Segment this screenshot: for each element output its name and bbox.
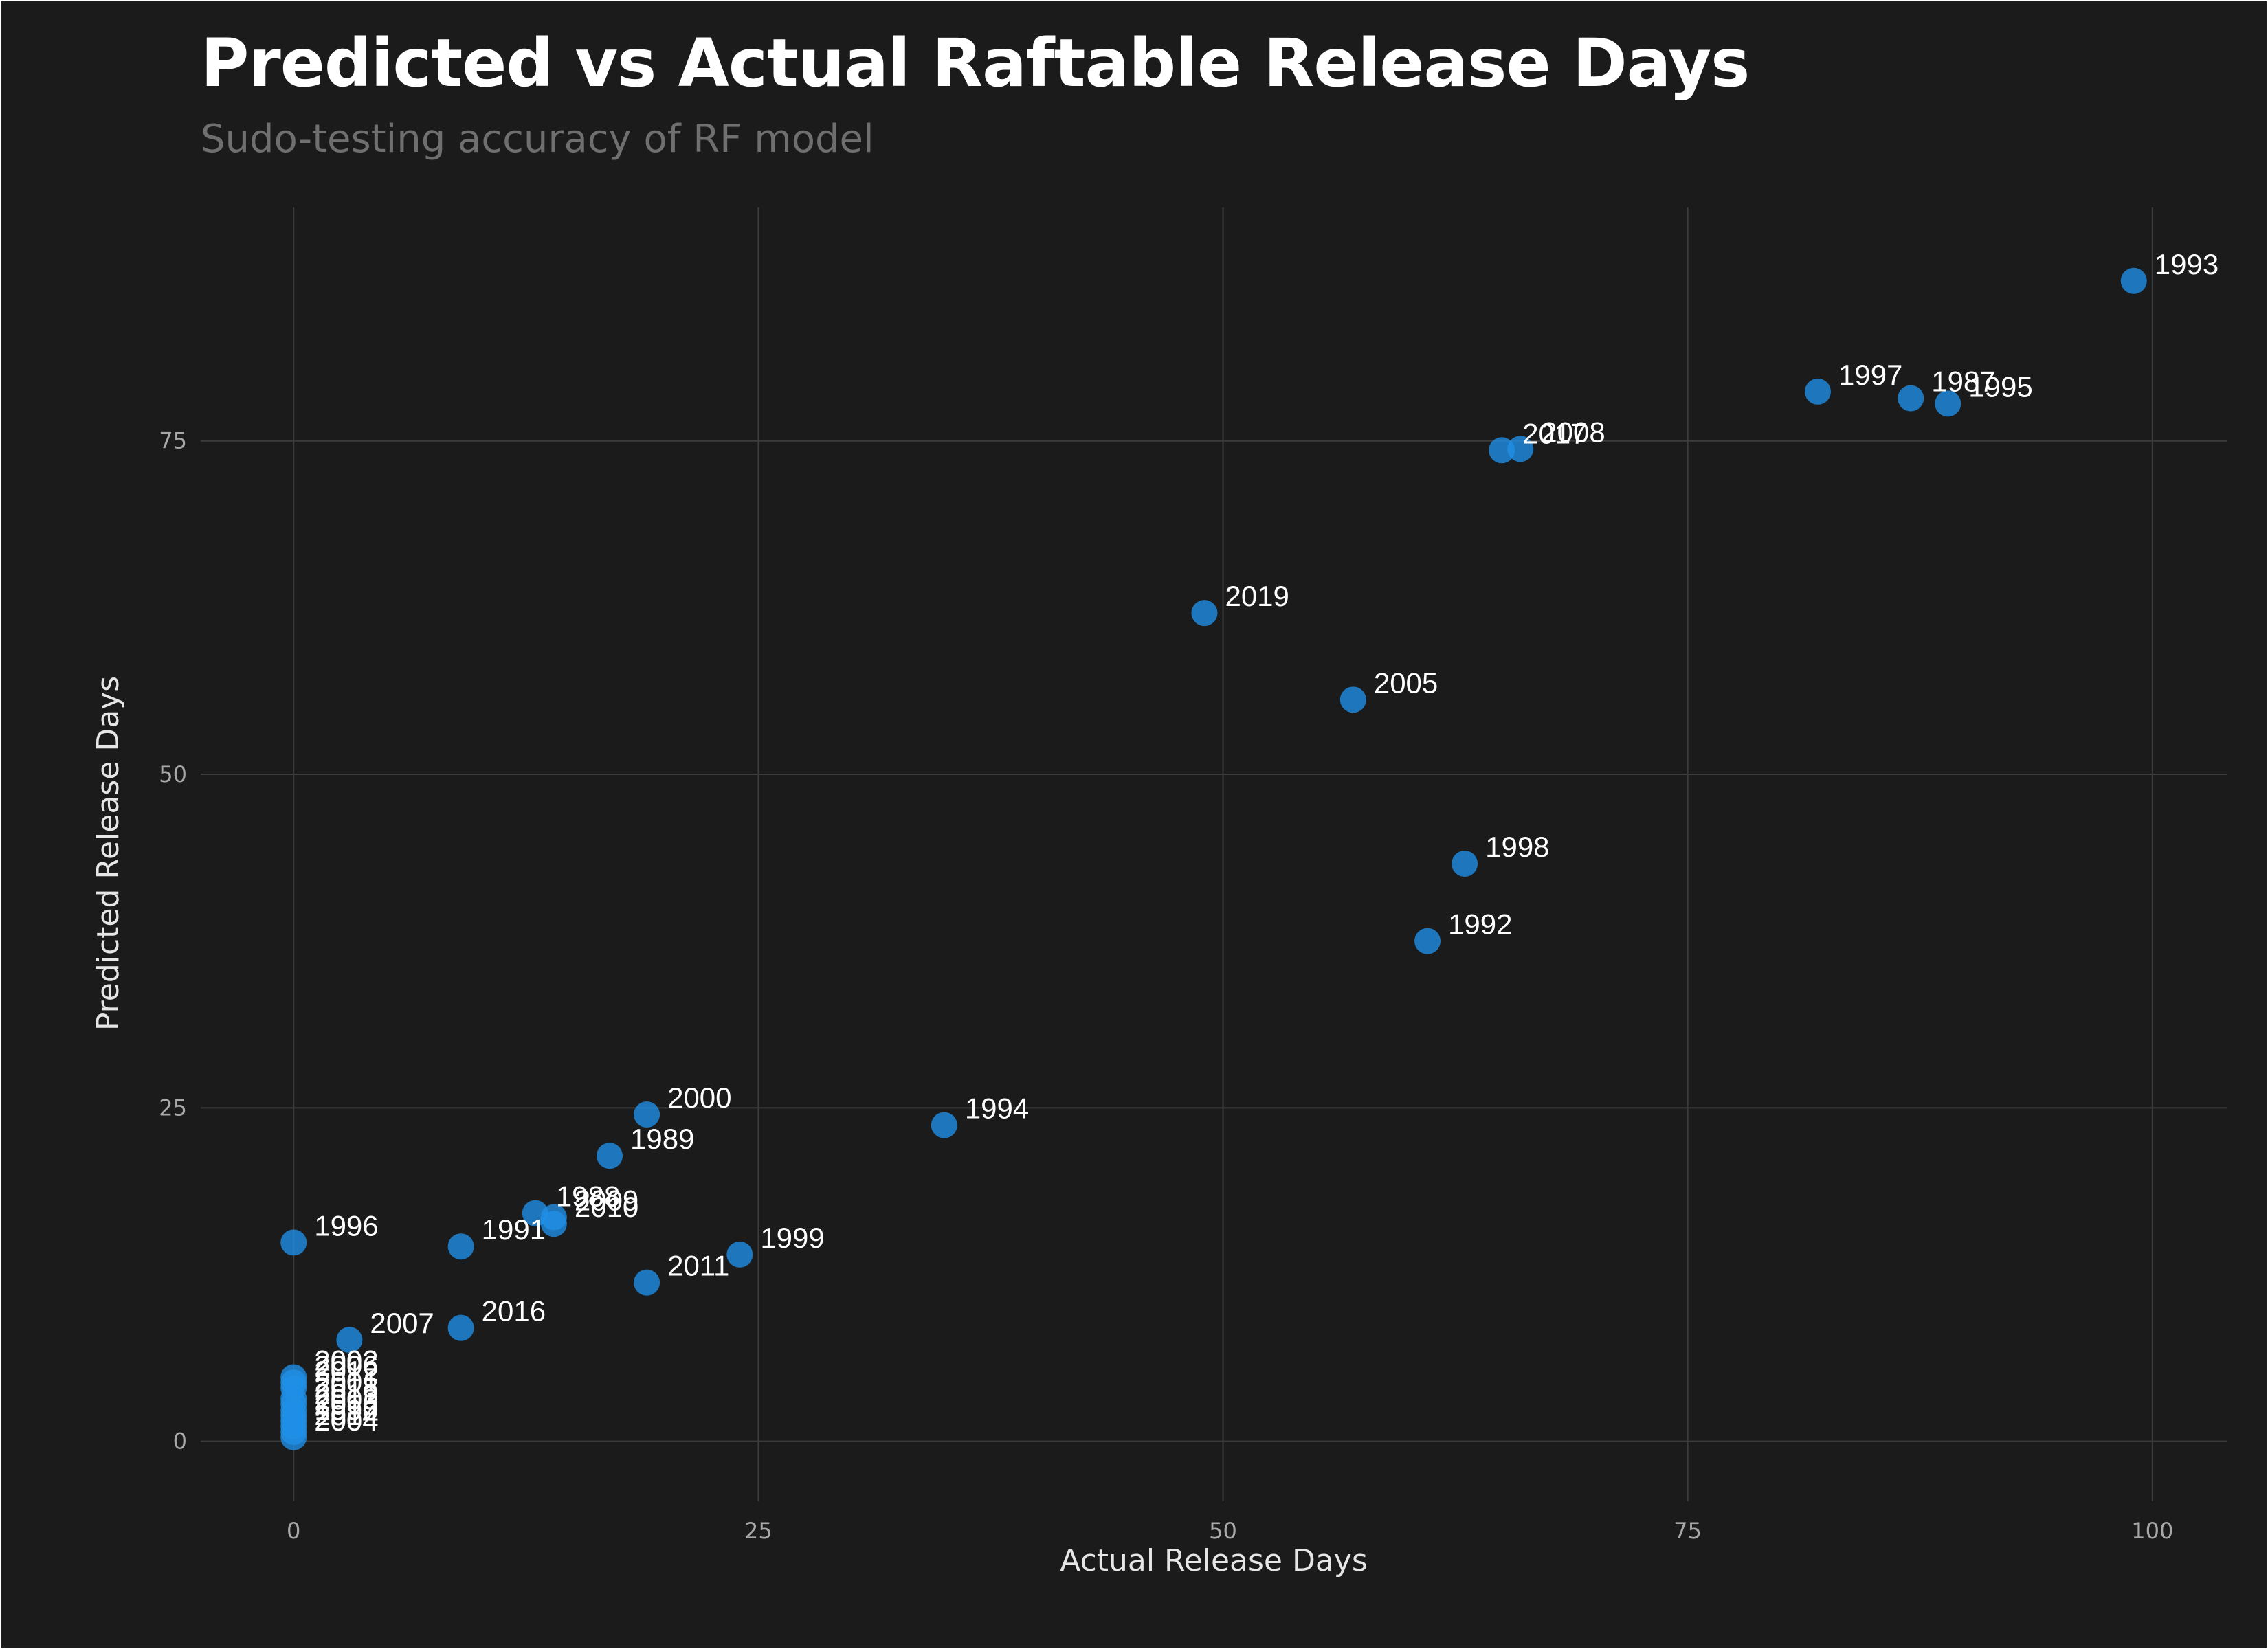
point-label: 2009 — [575, 1185, 638, 1217]
point-label: 1989 — [630, 1123, 694, 1155]
x-tick-label: 0 — [287, 1518, 300, 1544]
point-label: 1997 — [1838, 359, 1902, 391]
data-point — [634, 1269, 660, 1296]
chart-title: Predicted vs Actual Raftable Release Day… — [201, 25, 1750, 102]
grid — [201, 207, 2227, 1501]
x-tick-label: 75 — [1674, 1518, 1702, 1544]
x-tick-label: 25 — [744, 1518, 772, 1544]
data-point — [280, 1229, 307, 1256]
point-label: 2019 — [1225, 580, 1289, 612]
y-tick-label: 50 — [159, 761, 187, 787]
x-tick-label: 100 — [2131, 1518, 2173, 1544]
point-label: 2013 — [314, 1378, 378, 1410]
point-label: 2017 — [1522, 417, 1586, 449]
data-point — [1804, 378, 1831, 405]
y-tick-label: 25 — [159, 1095, 187, 1121]
point-label: 2008 — [1541, 416, 1605, 448]
point-label: 2012 — [314, 1355, 378, 1387]
data-point — [540, 1211, 567, 1237]
point-label: 2010 — [575, 1191, 638, 1223]
point-label: 2002 — [314, 1344, 378, 1376]
data-point — [280, 1424, 307, 1450]
data-point — [726, 1241, 753, 1268]
point-label: 1991 — [482, 1213, 546, 1246]
point-label: 2000 — [667, 1081, 731, 1114]
x-tick-label: 50 — [1209, 1518, 1237, 1544]
point-label: 1990 — [314, 1393, 378, 1426]
data-point — [336, 1327, 363, 1354]
data-point — [447, 1314, 474, 1341]
point-label: 1999 — [760, 1222, 824, 1254]
data-point — [1935, 390, 1961, 417]
chart-subtitle: Sudo-testing accuracy of RF model — [201, 117, 874, 161]
data-point — [1414, 928, 1441, 954]
point-label: 1998 — [1485, 831, 1549, 863]
point-label: 1996 — [314, 1209, 378, 1242]
data-points — [280, 267, 2147, 1450]
y-axis-title: Predicted Release Days — [91, 676, 126, 1031]
point-label: 1993 — [2155, 248, 2219, 280]
point-label: 2004 — [314, 1404, 378, 1437]
data-point — [1489, 437, 1515, 464]
point-label: 1994 — [965, 1092, 1029, 1125]
point-label: 2011 — [667, 1250, 729, 1282]
point-label: 1988 — [556, 1180, 620, 1213]
data-point — [931, 1112, 957, 1138]
data-point — [634, 1101, 660, 1128]
data-point — [1452, 851, 1478, 877]
data-point — [597, 1143, 623, 1169]
data-point — [447, 1233, 474, 1260]
data-point — [1507, 436, 1534, 462]
axis-ticks: 0 25 50 75 100 0 25 50 75 — [159, 428, 2173, 1544]
point-label: 2007 — [370, 1307, 434, 1339]
point-label: 2005 — [1374, 666, 1438, 699]
point-label: 2003 — [314, 1383, 378, 1415]
x-axis-title: Actual Release Days — [1060, 1543, 1368, 1578]
point-label: 2006 — [314, 1349, 378, 1382]
data-point — [1339, 686, 1366, 713]
point-label: 2001 — [314, 1366, 378, 1398]
point-label: 1992 — [1448, 908, 1512, 941]
y-tick-label: 75 — [159, 428, 187, 454]
y-tick-label: 0 — [173, 1428, 187, 1455]
point-label: 2018 — [314, 1371, 378, 1403]
point-label: 2015 — [314, 1389, 378, 1421]
point-label: 2014 — [314, 1399, 378, 1431]
point-label: 2016 — [482, 1295, 546, 1327]
data-point — [2120, 267, 2147, 294]
data-point — [1191, 600, 1218, 627]
point-label: 1995 — [1968, 370, 2032, 403]
data-point — [1898, 385, 1924, 412]
point-label: 1987 — [1931, 366, 1995, 398]
